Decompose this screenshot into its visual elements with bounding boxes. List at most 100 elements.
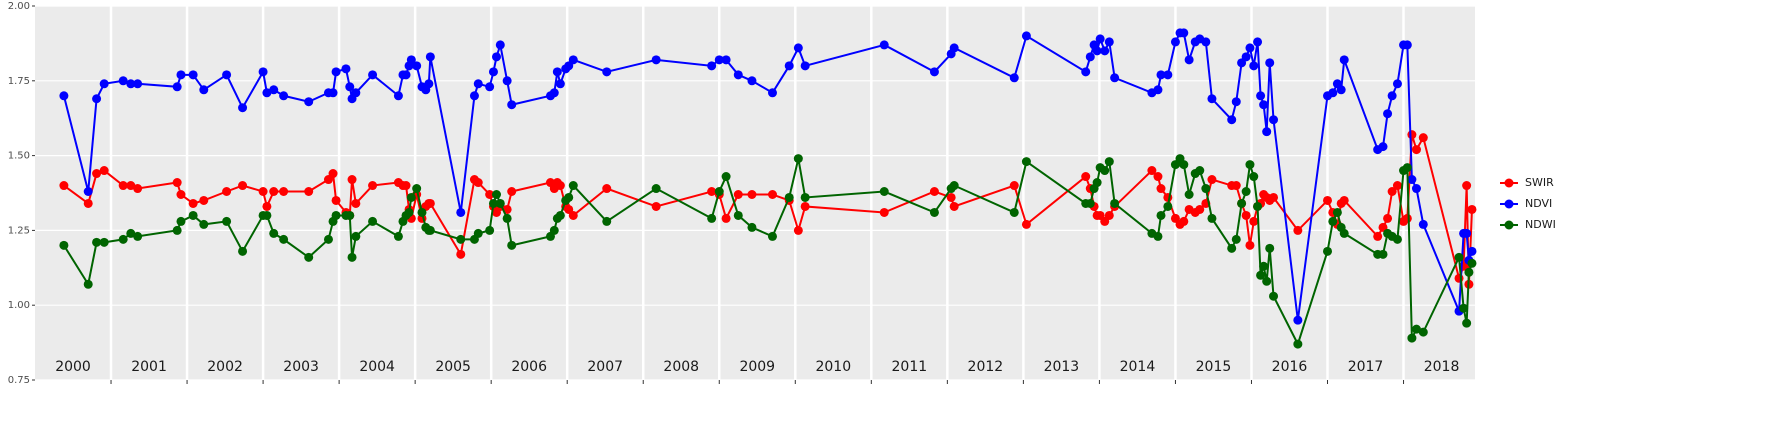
point bbox=[949, 43, 959, 53]
point bbox=[341, 64, 351, 74]
point bbox=[406, 55, 416, 65]
point bbox=[262, 201, 272, 211]
point bbox=[1336, 85, 1346, 95]
point bbox=[401, 70, 411, 80]
point bbox=[1184, 189, 1194, 199]
point bbox=[1021, 31, 1031, 41]
point bbox=[1085, 52, 1095, 62]
point bbox=[425, 225, 435, 235]
point bbox=[784, 61, 794, 71]
point bbox=[172, 225, 182, 235]
point bbox=[99, 237, 109, 247]
point bbox=[1021, 157, 1031, 167]
point bbox=[1418, 219, 1428, 229]
point bbox=[1153, 231, 1163, 241]
year-label: 2016 bbox=[1272, 359, 1308, 375]
point bbox=[1462, 318, 1472, 328]
year-label: 2004 bbox=[359, 359, 395, 375]
point bbox=[1459, 303, 1469, 313]
point bbox=[1293, 225, 1303, 235]
point bbox=[1207, 175, 1217, 185]
point bbox=[199, 195, 209, 205]
point bbox=[1269, 192, 1279, 202]
point bbox=[331, 195, 341, 205]
point bbox=[199, 219, 209, 229]
point bbox=[1195, 204, 1205, 214]
point bbox=[555, 79, 565, 89]
point bbox=[1402, 163, 1412, 173]
y-tick-label: 1.25 bbox=[8, 225, 30, 236]
point bbox=[92, 237, 102, 247]
point bbox=[1092, 178, 1102, 188]
point bbox=[651, 184, 661, 194]
point bbox=[1269, 291, 1279, 301]
point bbox=[733, 189, 743, 199]
point bbox=[368, 70, 378, 80]
point bbox=[1462, 228, 1472, 238]
point bbox=[222, 70, 232, 80]
point bbox=[345, 210, 355, 220]
point bbox=[564, 192, 574, 202]
point bbox=[262, 88, 272, 98]
legend-label: NDVI bbox=[1525, 197, 1552, 210]
point bbox=[269, 187, 279, 197]
point bbox=[331, 210, 341, 220]
point bbox=[485, 225, 495, 235]
point bbox=[485, 189, 495, 199]
point bbox=[1411, 324, 1421, 334]
point bbox=[1464, 267, 1474, 277]
y-tick-label: 0.75 bbox=[8, 375, 30, 386]
point bbox=[747, 222, 757, 232]
point bbox=[222, 216, 232, 226]
point bbox=[1227, 243, 1237, 253]
point bbox=[176, 216, 186, 226]
point bbox=[1110, 198, 1120, 208]
point bbox=[1163, 201, 1173, 211]
point bbox=[1378, 142, 1388, 152]
legend-label: NDWI bbox=[1525, 218, 1556, 231]
point bbox=[1383, 109, 1393, 119]
year-label: 2017 bbox=[1348, 359, 1384, 375]
point bbox=[1207, 213, 1217, 223]
point bbox=[304, 252, 314, 262]
point bbox=[507, 240, 517, 250]
y-tick-label: 2.00 bbox=[8, 1, 30, 12]
point bbox=[1231, 97, 1241, 107]
point bbox=[1383, 213, 1393, 223]
point bbox=[1467, 258, 1477, 268]
point bbox=[59, 240, 69, 250]
point bbox=[1253, 201, 1263, 211]
point bbox=[118, 76, 128, 86]
point bbox=[188, 70, 198, 80]
point bbox=[401, 181, 411, 191]
point bbox=[1156, 210, 1166, 220]
point bbox=[1153, 172, 1163, 182]
point bbox=[879, 207, 889, 217]
year-label: 2001 bbox=[131, 359, 167, 375]
year-label: 2012 bbox=[968, 359, 1004, 375]
point bbox=[172, 178, 182, 188]
point bbox=[473, 228, 483, 238]
point bbox=[1245, 43, 1255, 53]
point bbox=[1467, 204, 1477, 214]
point bbox=[99, 79, 109, 89]
point bbox=[485, 82, 495, 92]
point bbox=[929, 187, 939, 197]
point bbox=[1245, 240, 1255, 250]
point bbox=[1402, 40, 1412, 50]
point bbox=[473, 178, 483, 188]
point bbox=[651, 201, 661, 211]
point bbox=[1328, 88, 1338, 98]
legend-key-point bbox=[1504, 220, 1514, 230]
point bbox=[800, 201, 810, 211]
point bbox=[1407, 333, 1417, 343]
point bbox=[1323, 246, 1333, 256]
point bbox=[1104, 210, 1114, 220]
point bbox=[1100, 166, 1110, 176]
point bbox=[1237, 198, 1247, 208]
point bbox=[879, 40, 889, 50]
point bbox=[747, 189, 757, 199]
point bbox=[328, 169, 338, 179]
point bbox=[279, 234, 289, 244]
